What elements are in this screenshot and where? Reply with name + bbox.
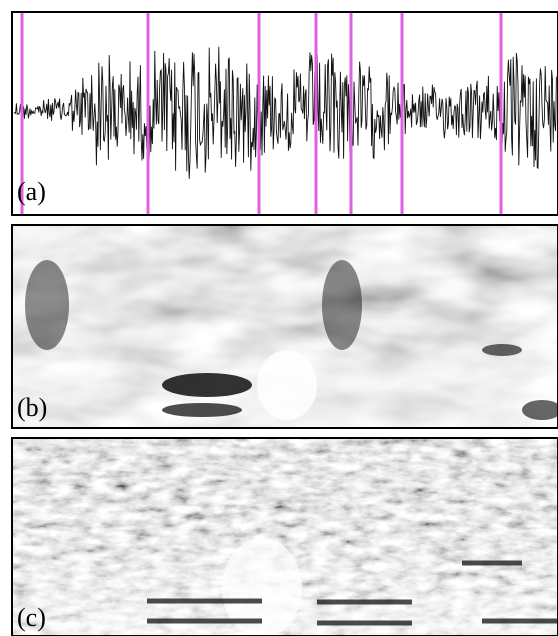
waveform-path bbox=[13, 46, 557, 179]
panel-frame bbox=[11, 11, 558, 216]
harmonic-bands bbox=[147, 560, 558, 626]
panel-a: (a) bbox=[11, 11, 558, 216]
formant-bands bbox=[25, 260, 558, 420]
panel-label: (c) bbox=[17, 603, 46, 632]
panel-label: (a) bbox=[17, 177, 46, 206]
panel-c: (c) bbox=[11, 437, 558, 636]
panel-b: (b) bbox=[11, 224, 558, 429]
panel-frame bbox=[11, 224, 558, 429]
panel-frame bbox=[11, 437, 558, 636]
panel-label: (b) bbox=[17, 393, 47, 422]
spectrogram bbox=[12, 438, 558, 636]
boundaries bbox=[20, 13, 503, 214]
spectrogram bbox=[12, 225, 558, 428]
waveform bbox=[13, 46, 557, 179]
